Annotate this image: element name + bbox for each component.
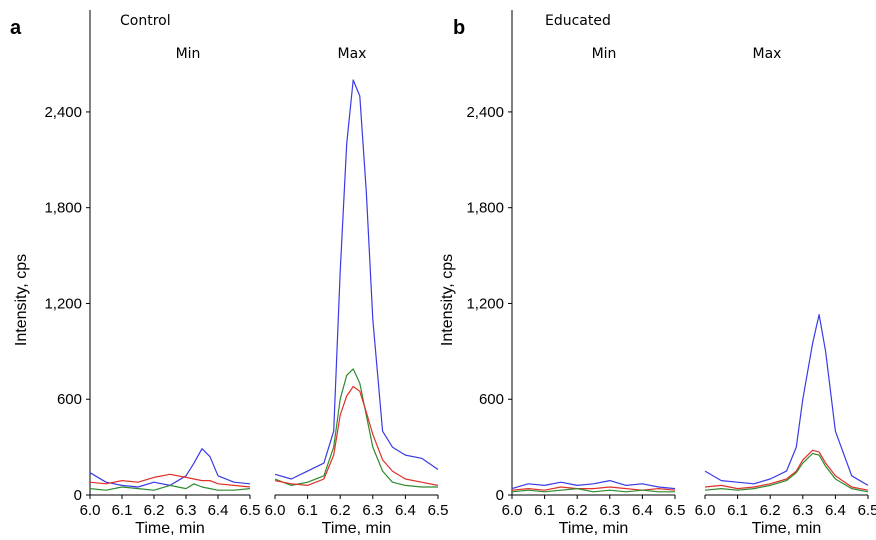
x-tick-label: 6.3 (599, 502, 620, 519)
y-tick-label: 0 (496, 487, 504, 504)
x-tick-label: 6.3 (362, 502, 383, 519)
x-tick-label: 6.5 (858, 502, 876, 519)
x-tick-label: 6.1 (297, 502, 318, 519)
x-tick-label: 6.1 (112, 502, 133, 519)
series-line-green (89, 483, 251, 491)
x-tick-label: 6.3 (792, 502, 813, 519)
subplot-title: Min (592, 46, 617, 62)
x-axis-label: Time, min (322, 520, 392, 537)
series-line-red (274, 385, 439, 486)
x-axis-label: Time, min (559, 520, 629, 537)
x-tick-label: 6.0 (265, 502, 286, 519)
x-tick-label: 6.4 (208, 502, 229, 519)
series-line-red (704, 449, 869, 491)
y-tick-label: 600 (479, 391, 504, 408)
x-tick-label: 6.4 (632, 502, 653, 519)
y-tick-label: 1,200 (466, 295, 504, 312)
x-tick-label: 6.5 (428, 502, 449, 519)
panel-letter-b: b (453, 17, 465, 39)
subplot-control-max: Max 6.0 6.1 6.2 6.3 6.4 6.5 Time, min (265, 46, 449, 537)
series-line-red (511, 486, 676, 491)
y-axis-label-b: Intensity, cps (439, 254, 456, 346)
series-line-blue (511, 480, 676, 490)
y-tick-label: 1,200 (44, 295, 82, 312)
x-tick-label: 6.2 (330, 502, 351, 519)
panel-letter-a: a (10, 17, 22, 39)
x-tick-label: 6.5 (240, 502, 261, 519)
y-tick-label: 600 (57, 391, 82, 408)
x-tick-label: 6.2 (567, 502, 588, 519)
x-tick-label: 6.2 (760, 502, 781, 519)
series-line-blue (274, 79, 439, 480)
group-title-educated: Educated (545, 13, 611, 29)
subplot-title: Max (753, 46, 782, 62)
x-tick-label: 6.0 (80, 502, 101, 519)
subplot-educated-min: Min 0 600 1,200 1,800 2,400 6.0 6.1 6.2 6.3 6.4 6.5… (466, 10, 685, 537)
y-axis-label-a: Intensity, cps (13, 254, 30, 346)
x-tick-label: 6.3 (176, 502, 197, 519)
x-tick-label: 6.0 (695, 502, 716, 519)
group-title-control: Control (120, 13, 171, 29)
series-line-green (511, 488, 675, 493)
subplot-control-min: Min 0 600 1,200 1,800 2,400 6.0 6.1 6.2 6.3 6.4 6.5… (44, 10, 260, 537)
x-axis-label: Time, min (135, 520, 205, 537)
y-tick-label: 1,800 (44, 200, 82, 217)
x-tick-label: 6.2 (144, 502, 165, 519)
series-line-green (704, 452, 869, 493)
x-axis-label: Time, min (752, 520, 822, 537)
series-line-green (274, 368, 438, 488)
x-tick-label: 6.5 (665, 502, 686, 519)
y-tick-label: 2,400 (466, 104, 504, 121)
x-tick-label: 6.1 (727, 502, 748, 519)
series-line-blue (704, 314, 869, 486)
subplot-educated-max: Max 6.0 6.1 6.2 6.3 6.4 6.5 Time, min (695, 46, 876, 537)
x-tick-label: 6.4 (825, 502, 846, 519)
series-line-blue (89, 448, 251, 488)
subplot-title: Min (176, 46, 201, 62)
x-tick-label: 6.0 (502, 502, 523, 519)
x-tick-label: 6.4 (395, 502, 416, 519)
y-tick-label: 2,400 (44, 104, 82, 121)
subplot-title: Max (338, 46, 367, 62)
x-tick-label: 6.1 (534, 502, 555, 519)
series-line-red (89, 473, 251, 488)
y-tick-label: 1,800 (466, 200, 504, 217)
y-tick-label: 0 (74, 487, 82, 504)
